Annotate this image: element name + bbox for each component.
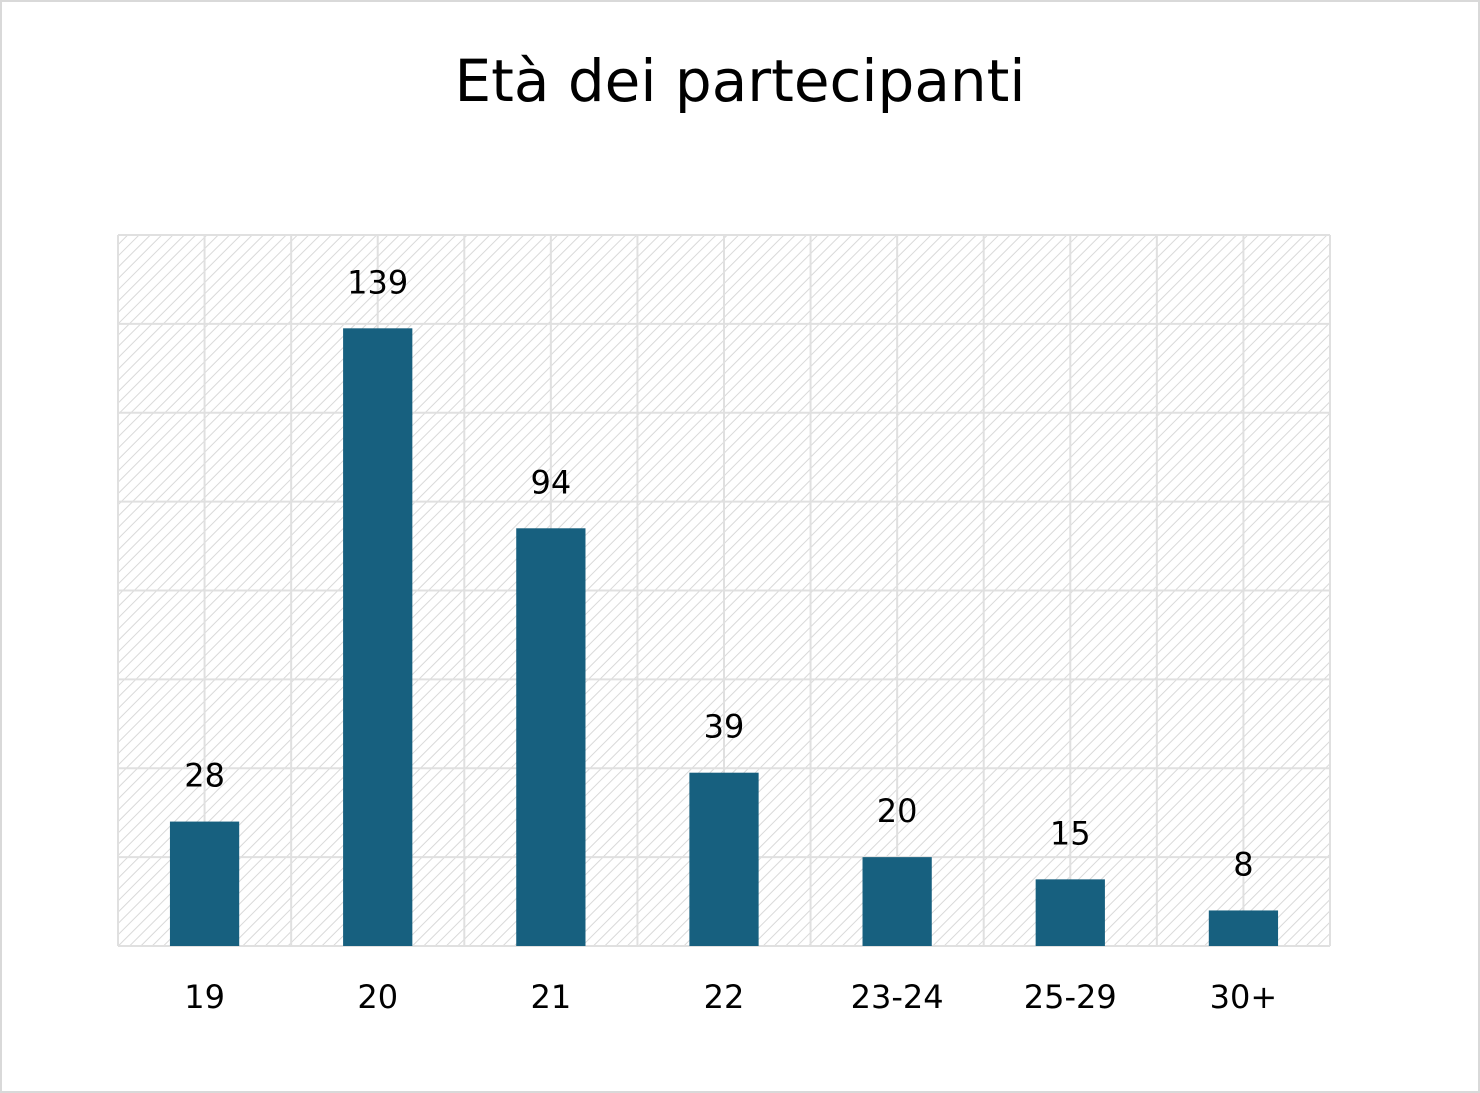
- value-label: 15: [1050, 814, 1091, 852]
- x-tick-label: 23-24: [851, 978, 944, 1016]
- value-label: 39: [704, 708, 745, 746]
- bar: [516, 528, 586, 946]
- chart-title: Età dei partecipanti: [454, 47, 1025, 115]
- x-tick-label: 19: [184, 978, 225, 1016]
- x-tick-label: 22: [704, 978, 745, 1016]
- value-label: 94: [530, 463, 571, 501]
- x-tick-label: 30+: [1210, 978, 1278, 1016]
- bar: [343, 328, 413, 947]
- x-tick-label: 20: [357, 978, 398, 1016]
- value-label: 8: [1233, 845, 1253, 883]
- bar: [689, 772, 759, 946]
- value-label: 28: [184, 757, 225, 795]
- bar: [1208, 910, 1279, 946]
- bar: [169, 821, 240, 946]
- x-tick-label: 25-29: [1024, 978, 1117, 1016]
- x-tick-label: 21: [530, 978, 571, 1016]
- value-label: 20: [877, 792, 918, 830]
- bar: [1035, 879, 1105, 946]
- value-label: 139: [347, 263, 408, 301]
- bar: [862, 857, 932, 946]
